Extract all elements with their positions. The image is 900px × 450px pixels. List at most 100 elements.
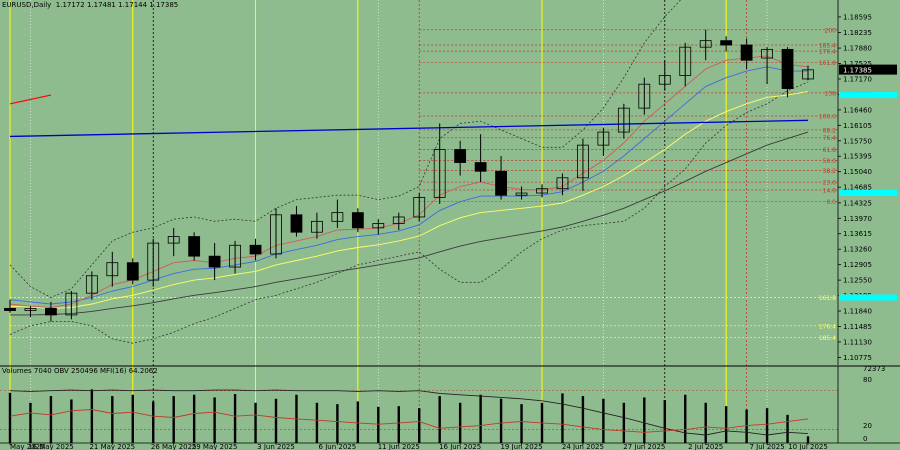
- symbol-label: EURUSD,Daily: [2, 1, 52, 9]
- volume-bar: [49, 396, 53, 443]
- volume-bar: [561, 393, 564, 443]
- fib-level-label: 200: [825, 27, 837, 34]
- candle-body: [740, 44, 753, 61]
- candle-body: [45, 308, 57, 316]
- volume-bar: [233, 394, 237, 443]
- price-tick-label: 1.13970: [843, 215, 872, 223]
- current-price-box: [839, 64, 897, 75]
- price-tick-label: 1.18595: [843, 13, 872, 21]
- volume-bar: [254, 402, 257, 443]
- volume-bar: [704, 402, 707, 443]
- time-tick-label: 26 May 2025: [151, 443, 197, 450]
- lower-level-label: 185.4: [819, 335, 836, 342]
- price-tick-label: 1.12905: [843, 261, 872, 269]
- candle-body: [761, 48, 773, 59]
- volume-bar: [724, 406, 728, 443]
- price-tick-label: 1.17170: [843, 75, 872, 83]
- volume-bar: [418, 408, 421, 443]
- candle-body: [229, 244, 241, 268]
- volume-bar: [745, 409, 748, 443]
- candle-body: [536, 188, 548, 194]
- price-tick-label: 1.11485: [843, 323, 872, 331]
- candle-body: [249, 244, 262, 255]
- time-tick-label: 19 Jun 2025: [500, 443, 542, 450]
- indicator-header: Volumes 7040 OBV 250496 MFI(16) 64.2062: [2, 367, 158, 375]
- price-tick-label: 1.15750: [843, 137, 872, 145]
- candle-body: [802, 69, 814, 80]
- candle-body: [454, 149, 467, 163]
- fib-level-label: 0.0: [826, 199, 836, 206]
- slow-ma-line: [9, 91, 809, 309]
- candle-body: [372, 223, 385, 229]
- indicator-axis-label: 20: [863, 422, 872, 430]
- fib-level-label: 61.8: [823, 147, 837, 154]
- volume-bar: [438, 396, 441, 443]
- candle-body: [106, 262, 119, 277]
- lower-level-label: 161.8: [819, 295, 836, 302]
- time-tick-label: 10 Jul 2025: [788, 443, 828, 450]
- chart-header: EURUSD,Daily 1.17172 1.17481 1.17144 1.1…: [2, 1, 178, 9]
- candle-body: [65, 292, 78, 316]
- volume-bar: [336, 404, 339, 443]
- price-tick-label: 1.18235: [843, 29, 872, 37]
- price-tick-label: 1.11130: [843, 338, 872, 346]
- indicator-axis-label: 0: [863, 435, 867, 443]
- ohlc-label: 1.17172 1.17481 1.17144 1.17385: [55, 1, 179, 9]
- candle-body: [720, 40, 733, 46]
- volume-bar: [581, 396, 585, 443]
- candle-body: [85, 275, 98, 294]
- bollinger-lower: [9, 81, 809, 344]
- time-tick-label: 21 May 2025: [89, 443, 135, 450]
- candle-body: [290, 214, 303, 233]
- volume-bar: [192, 394, 196, 443]
- time-tick-label: 24 Jun 2025: [562, 443, 604, 450]
- volume-bar: [397, 406, 400, 443]
- volume-bar: [172, 396, 175, 443]
- candle-body: [4, 308, 16, 311]
- fib-level-label: 176.4: [819, 49, 836, 56]
- candle-body: [167, 236, 180, 244]
- candle-body: [495, 170, 507, 196]
- fib-level-label: 14.6: [823, 187, 837, 194]
- volume-bar: [602, 398, 605, 443]
- volume-bar: [274, 398, 278, 443]
- current-price-label: 1.17385: [843, 67, 872, 75]
- volume-bar: [315, 402, 319, 443]
- candle-body: [638, 83, 651, 109]
- volume-bar: [499, 398, 503, 443]
- level-marker: [839, 190, 897, 197]
- indicator-axis-label: 80: [863, 376, 872, 384]
- candle-body: [433, 149, 446, 198]
- candle-body: [781, 48, 794, 89]
- price-tick-label: 1.10775: [843, 354, 872, 362]
- candle-body: [658, 75, 671, 85]
- candle-body: [147, 242, 160, 281]
- volume-bar: [643, 397, 646, 443]
- fast-ma-line: [9, 55, 809, 308]
- volume-bar: [786, 414, 789, 443]
- volume-bar: [377, 406, 380, 443]
- price-tick-label: 1.12550: [843, 277, 872, 285]
- candle-body: [679, 46, 692, 76]
- price-tick-label: 1.11840: [843, 308, 872, 316]
- time-tick-label: 16 May 2025: [28, 443, 74, 450]
- candle-body: [392, 216, 405, 224]
- volume-bar: [152, 401, 155, 443]
- time-tick-label: 7 Jul 2025: [749, 443, 784, 450]
- volume-bar: [806, 436, 810, 443]
- candle-body: [617, 107, 630, 133]
- volume-bar: [663, 400, 666, 443]
- volume-bar: [8, 392, 12, 443]
- time-tick-label: 3 Jun 2025: [257, 443, 295, 450]
- fib-level-label: 76.4: [823, 135, 837, 142]
- volume-bar: [29, 402, 32, 443]
- candle-body: [351, 212, 364, 229]
- red-trend-line: [9, 94, 52, 105]
- indicator-axis-label: 72373: [863, 365, 885, 373]
- time-tick-label: 16 Jun 2025: [439, 443, 481, 450]
- fib-level-label: 100.0: [819, 113, 836, 120]
- candle-body: [126, 262, 139, 281]
- candle-body: [597, 131, 610, 146]
- candle-body: [188, 236, 201, 257]
